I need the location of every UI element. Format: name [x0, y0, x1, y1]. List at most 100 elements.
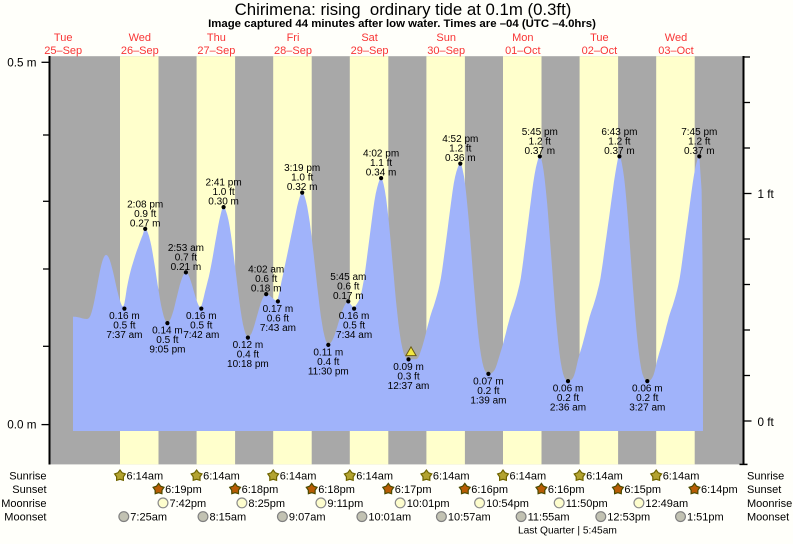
svg-text:1.2 ft: 1.2 ft	[529, 136, 551, 147]
svg-text:12:53pm: 12:53pm	[607, 512, 650, 524]
svg-text:3:19 pm: 3:19 pm	[284, 163, 320, 174]
svg-text:Tue: Tue	[54, 32, 73, 44]
svg-text:0.4 ft: 0.4 ft	[317, 357, 339, 368]
svg-text:9:11pm: 9:11pm	[327, 498, 363, 510]
svg-text:02–Oct: 02–Oct	[582, 45, 617, 57]
svg-text:0.5 ft: 0.5 ft	[113, 321, 135, 332]
svg-text:0.4 ft: 0.4 ft	[237, 350, 259, 361]
svg-text:7:34 am: 7:34 am	[336, 330, 372, 341]
svg-text:6:19pm: 6:19pm	[165, 484, 202, 496]
svg-text:7:45 pm: 7:45 pm	[681, 127, 717, 138]
svg-text:1:51pm: 1:51pm	[687, 512, 724, 524]
svg-text:6:14am: 6:14am	[203, 471, 240, 483]
svg-text:0.2 ft: 0.2 ft	[477, 386, 499, 397]
svg-text:28–Sep: 28–Sep	[274, 45, 312, 57]
svg-text:0.12 m: 0.12 m	[233, 340, 264, 351]
svg-text:01–Oct: 01–Oct	[505, 45, 540, 57]
svg-text:0.36 m: 0.36 m	[445, 153, 476, 164]
svg-text:03–Oct: 03–Oct	[658, 45, 693, 57]
svg-text:0.6 ft: 0.6 ft	[255, 274, 277, 285]
svg-text:0.0 m: 0.0 m	[7, 419, 36, 432]
svg-text:7:42 am: 7:42 am	[183, 330, 219, 341]
svg-text:6:43 pm: 6:43 pm	[601, 127, 637, 138]
svg-text:0.5 ft: 0.5 ft	[343, 321, 365, 332]
svg-text:6:16pm: 6:16pm	[548, 484, 585, 496]
svg-text:6:14pm: 6:14pm	[701, 484, 738, 496]
svg-text:0.37 m: 0.37 m	[525, 146, 556, 157]
svg-text:3:27 am: 3:27 am	[629, 403, 665, 414]
svg-text:0.16 m: 0.16 m	[186, 311, 217, 322]
svg-text:0.17 m: 0.17 m	[263, 304, 294, 315]
svg-text:0.16 m: 0.16 m	[339, 311, 370, 322]
svg-text:6:14am: 6:14am	[280, 471, 317, 483]
svg-text:0.6 ft: 0.6 ft	[267, 313, 289, 324]
svg-text:30–Sep: 30–Sep	[427, 45, 465, 57]
svg-text:11:30 pm: 11:30 pm	[308, 366, 349, 377]
svg-text:11:55am: 11:55am	[528, 512, 570, 524]
svg-text:2:41 pm: 2:41 pm	[206, 178, 242, 189]
svg-text:29–Sep: 29–Sep	[351, 45, 389, 57]
svg-text:6:17pm: 6:17pm	[395, 484, 432, 496]
svg-text:5:45 am: 5:45 am	[330, 272, 366, 283]
svg-text:26–Sep: 26–Sep	[121, 45, 159, 57]
svg-text:10:01am: 10:01am	[368, 512, 411, 524]
svg-text:1.0 ft: 1.0 ft	[212, 187, 234, 198]
svg-text:2:36 am: 2:36 am	[550, 403, 586, 414]
svg-text:1.2 ft: 1.2 ft	[608, 136, 630, 147]
svg-text:0.06 m: 0.06 m	[632, 384, 663, 395]
svg-text:10:57am: 10:57am	[448, 512, 491, 524]
svg-text:6:14am: 6:14am	[663, 471, 700, 483]
svg-text:Wed: Wed	[665, 32, 687, 44]
svg-text:Sat: Sat	[361, 32, 378, 44]
svg-text:25–Sep: 25–Sep	[44, 45, 82, 57]
svg-text:0.37 m: 0.37 m	[604, 146, 635, 157]
svg-text:6:14am: 6:14am	[510, 471, 547, 483]
svg-text:4:02 am: 4:02 am	[248, 265, 284, 276]
svg-text:0.2 ft: 0.2 ft	[557, 393, 579, 404]
svg-text:12:37 am: 12:37 am	[388, 381, 430, 392]
svg-text:8:15am: 8:15am	[210, 512, 247, 524]
svg-text:1.2 ft: 1.2 ft	[449, 144, 471, 155]
svg-text:Last Quarter | 5:45am: Last Quarter | 5:45am	[518, 526, 617, 537]
svg-text:0.9 ft: 0.9 ft	[134, 209, 156, 220]
svg-text:7:42pm: 7:42pm	[170, 498, 207, 510]
svg-text:0.34 m: 0.34 m	[366, 168, 397, 179]
svg-text:4:52 pm: 4:52 pm	[442, 134, 478, 145]
svg-text:6:15pm: 6:15pm	[624, 484, 661, 496]
svg-text:0.16 m: 0.16 m	[109, 311, 140, 322]
svg-text:Sunset: Sunset	[12, 484, 46, 496]
svg-text:Wed: Wed	[129, 32, 151, 44]
svg-text:1.1 ft: 1.1 ft	[370, 158, 392, 169]
svg-text:Sunrise: Sunrise	[9, 471, 46, 483]
svg-text:Moonset: Moonset	[4, 512, 46, 524]
svg-text:9:05 pm: 9:05 pm	[149, 345, 185, 356]
svg-text:7:43 am: 7:43 am	[260, 323, 296, 334]
svg-text:0.2 ft: 0.2 ft	[636, 393, 658, 404]
svg-text:0.5 m: 0.5 m	[7, 56, 36, 69]
svg-text:6:14am: 6:14am	[127, 471, 164, 483]
svg-text:0.06 m: 0.06 m	[553, 384, 584, 395]
svg-text:0.17 m: 0.17 m	[333, 291, 364, 302]
svg-text:0.30 m: 0.30 m	[208, 197, 239, 208]
svg-text:Chirimena: rising ordinary ti: Chirimena: rising ordinary tide at 0.1m …	[235, 0, 572, 19]
svg-text:4:02 pm: 4:02 pm	[363, 149, 399, 160]
svg-text:0.07 m: 0.07 m	[473, 376, 504, 387]
svg-text:7:25am: 7:25am	[130, 512, 167, 524]
svg-text:27–Sep: 27–Sep	[197, 45, 235, 57]
svg-text:Fri: Fri	[287, 32, 300, 44]
svg-text:5:45 pm: 5:45 pm	[522, 127, 558, 138]
svg-text:9:07am: 9:07am	[289, 512, 326, 524]
svg-text:1.2 ft: 1.2 ft	[688, 136, 710, 147]
svg-text:1 ft: 1 ft	[758, 188, 775, 201]
svg-text:6:14am: 6:14am	[356, 471, 393, 483]
svg-text:1:39 am: 1:39 am	[470, 395, 506, 406]
svg-text:6:18pm: 6:18pm	[318, 484, 355, 496]
svg-text:0.5 ft: 0.5 ft	[156, 335, 178, 346]
svg-text:0.14 m: 0.14 m	[152, 326, 183, 337]
svg-text:0.3 ft: 0.3 ft	[397, 371, 419, 382]
svg-text:2:53 am: 2:53 am	[168, 243, 204, 254]
svg-text:10:54pm: 10:54pm	[486, 498, 529, 510]
svg-text:10:01pm: 10:01pm	[407, 498, 450, 510]
svg-text:11:50pm: 11:50pm	[566, 498, 608, 510]
svg-text:6:14am: 6:14am	[433, 471, 470, 483]
